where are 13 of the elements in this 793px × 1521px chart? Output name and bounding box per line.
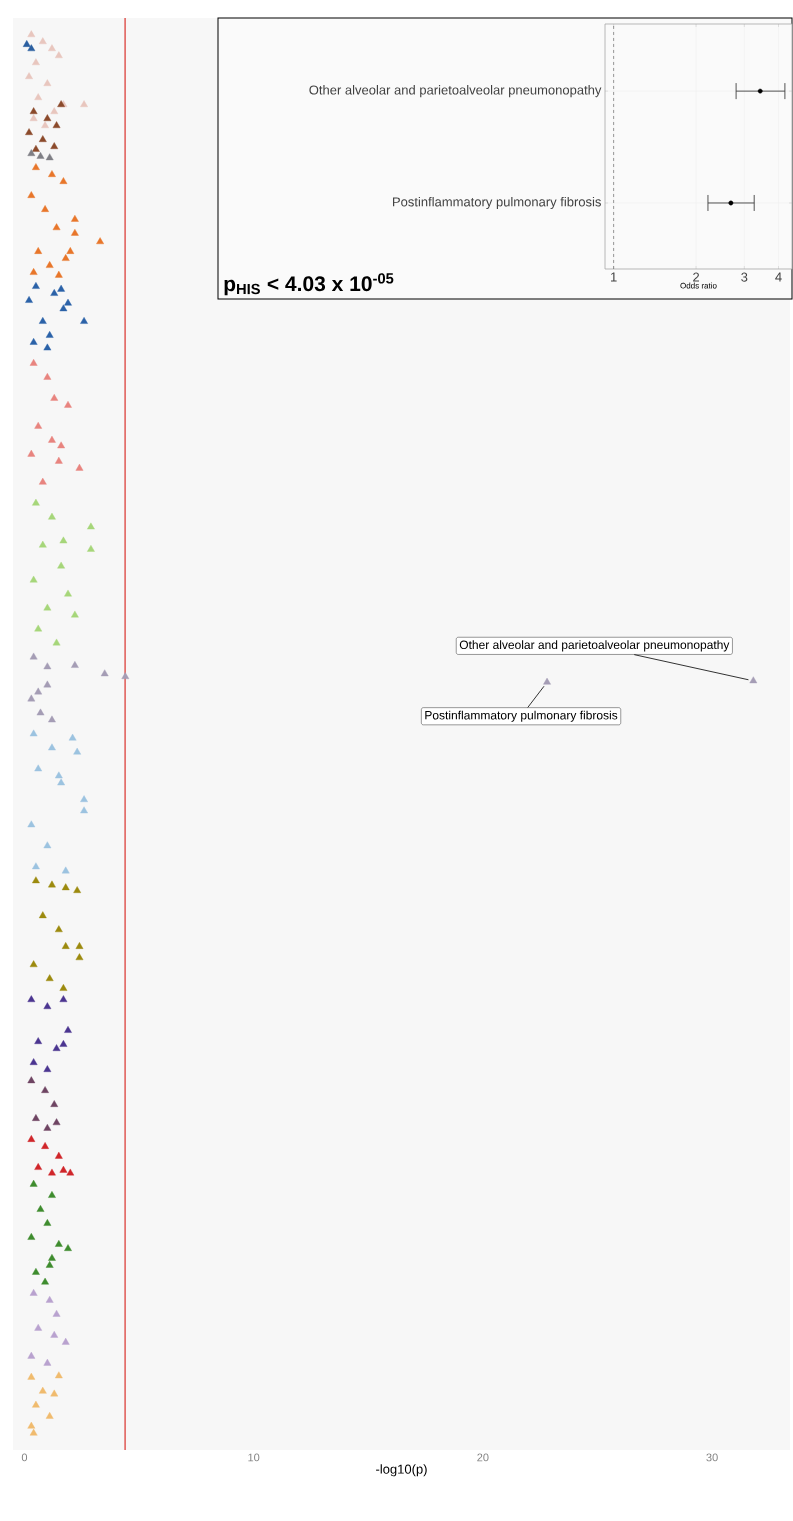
x-axis-title: Odds ratio: [680, 282, 717, 289]
annotation: Postinflammatory pulmonary fibrosis: [425, 710, 618, 722]
x-tick-label: 3: [741, 272, 748, 282]
x-tick-label: 20: [477, 1453, 489, 1462]
x-tick-label: 30: [706, 1453, 718, 1462]
x-tick-label: 4: [775, 272, 782, 282]
x-tick-label: 0: [21, 1453, 28, 1462]
x-axis-title: -log10(p): [376, 1464, 427, 1477]
x-tick-label: 2: [693, 272, 700, 282]
x-tick-label: 10: [248, 1453, 260, 1462]
annotation: p$_{HIS}$ < 4.03 x 10$^{-05}$: [224, 273, 394, 296]
annotation: Other alveolar and parietoalveolar pneumonopathy: [459, 640, 730, 652]
x-tick-label: 1: [611, 272, 617, 282]
